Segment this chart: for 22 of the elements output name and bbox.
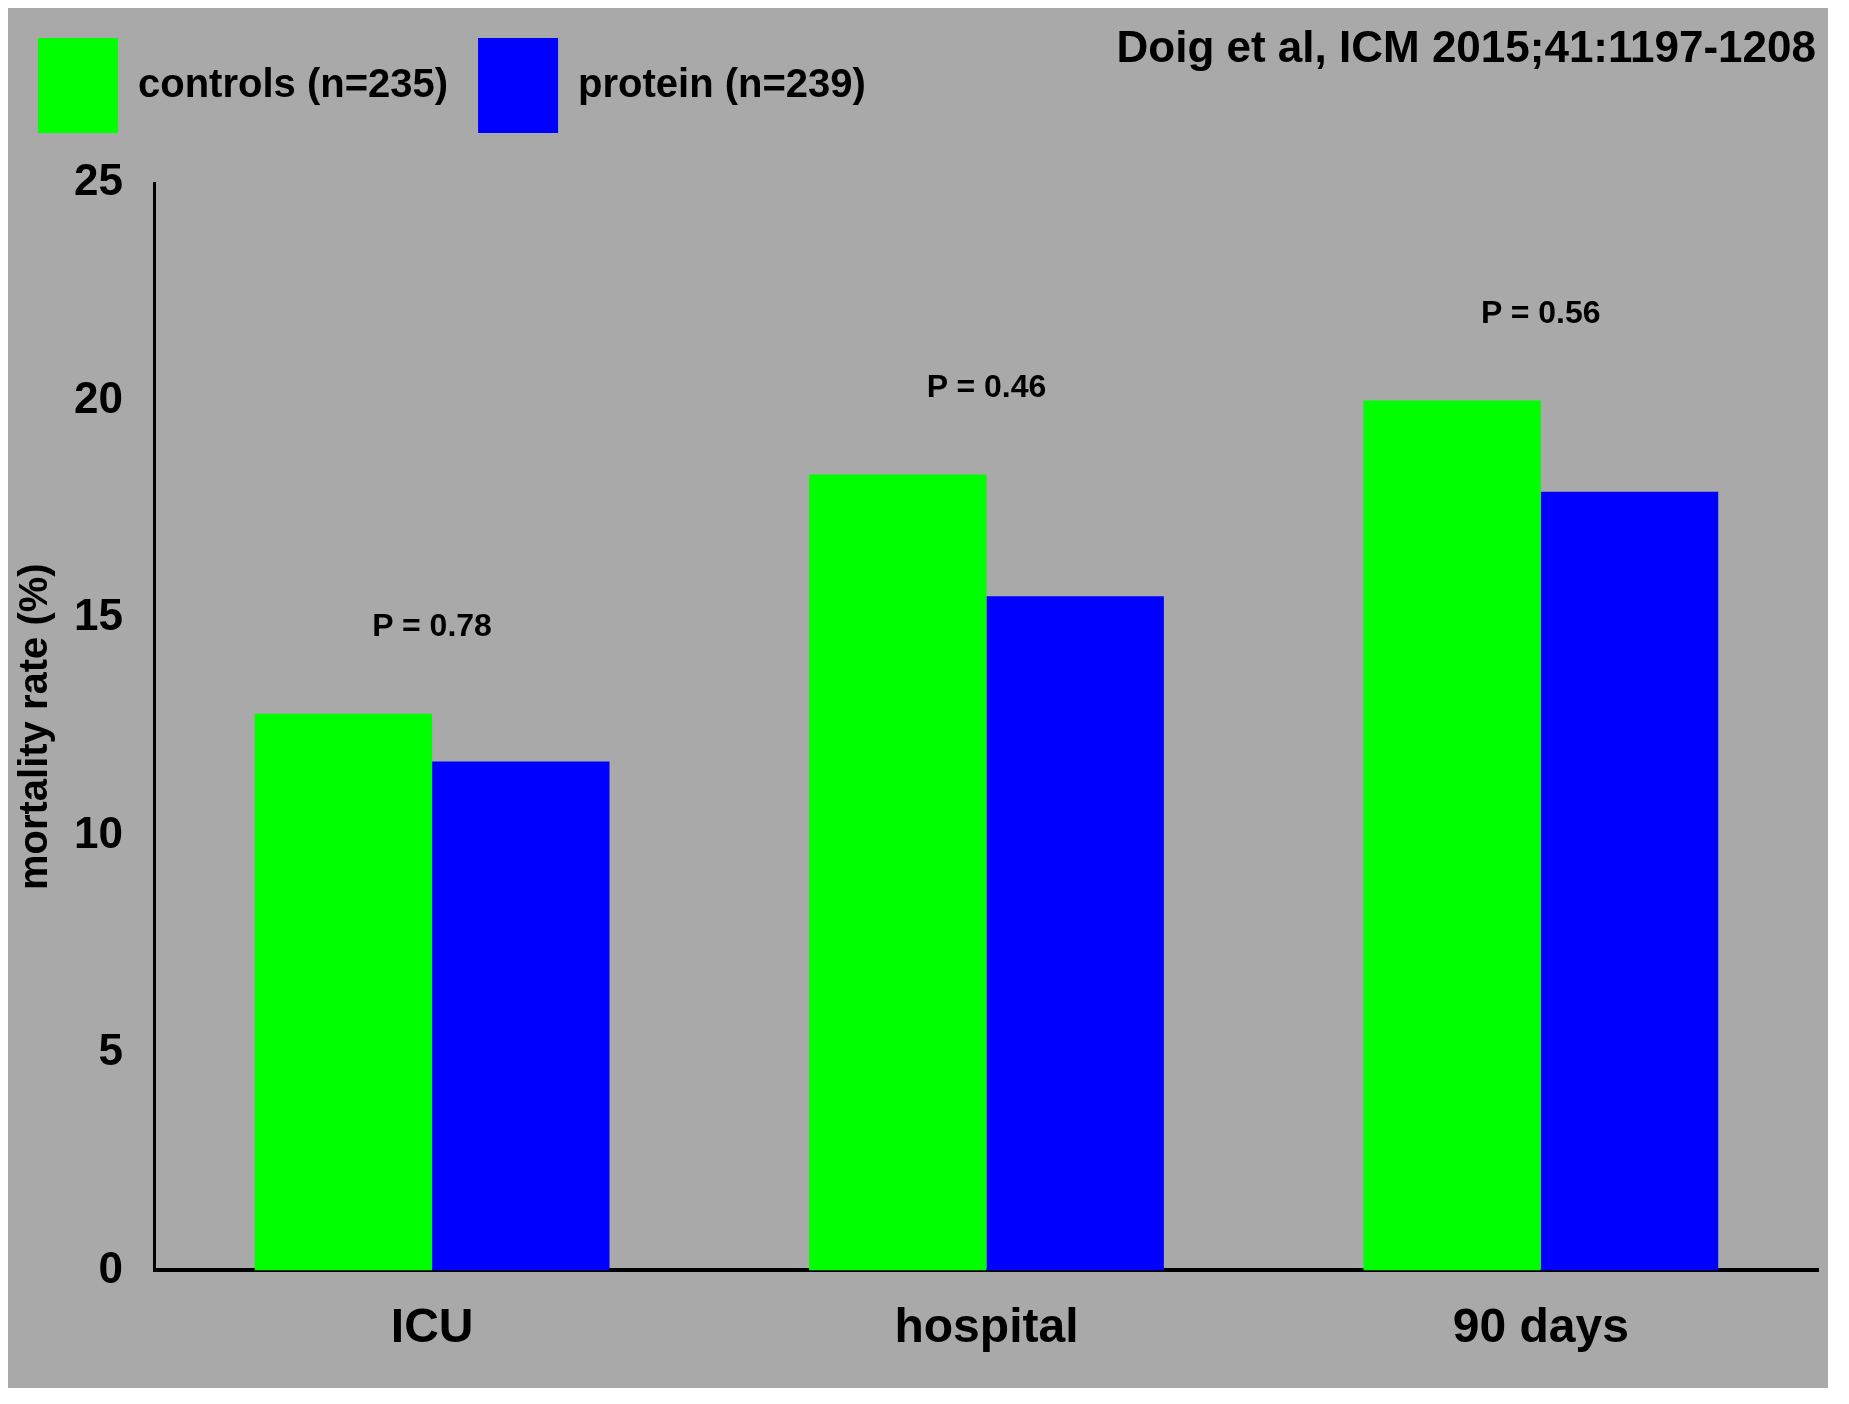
bar [809,474,987,1271]
y-tick-label: 20 [73,372,123,422]
y-tick-label: 15 [73,590,123,640]
bar [1363,400,1541,1271]
y-tick-label: 25 [73,155,123,205]
annotation: P = 0.46 [926,368,1047,405]
y-tick-label: 10 [73,807,123,857]
x-tick-label: ICU [390,1299,474,1353]
x-tick-label: hospital [894,1299,1079,1353]
annotation: P = 0.56 [1481,294,1601,331]
y-axis-title: mortality rate (%) [11,563,56,891]
text: Doig et al, ICM 2015;41:1197-1208 [1116,22,1816,72]
x-tick-label: 90 days [1452,1299,1629,1353]
y-tick-label: 0 [98,1242,123,1292]
bar [432,761,610,1271]
bar [1540,491,1719,1271]
legend-label: controls (n=235) [138,60,449,105]
annotation: P = 0.78 [372,607,492,644]
legend-label: protein (n=239) [578,60,866,105]
bar [254,713,433,1271]
y-tick-label: 5 [98,1025,123,1075]
bar [986,596,1164,1271]
